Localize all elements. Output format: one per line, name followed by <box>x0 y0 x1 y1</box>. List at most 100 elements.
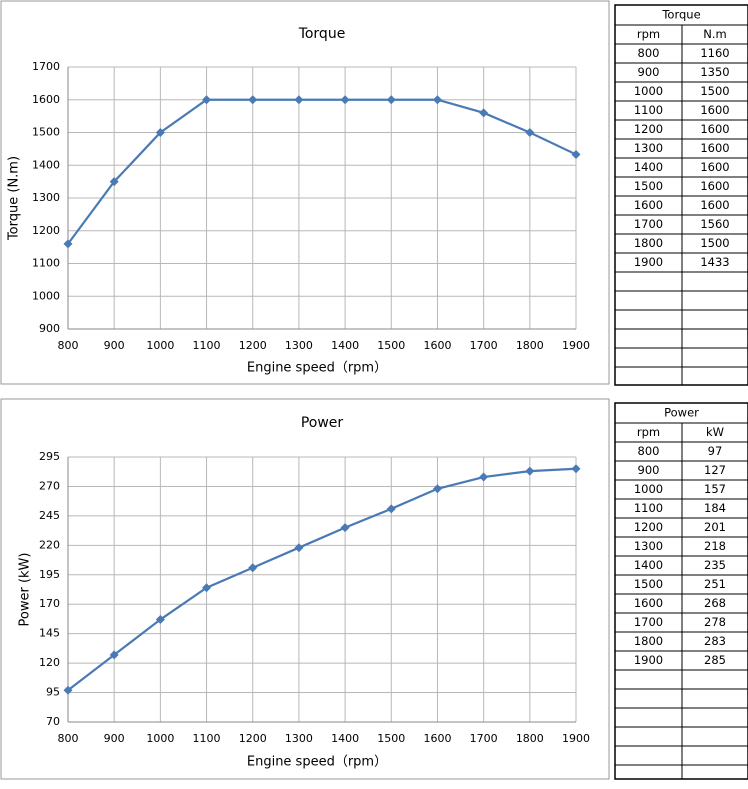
data-line <box>67 467 577 692</box>
table-cell: 235 <box>704 558 726 572</box>
y-tick-label: 1300 <box>32 191 60 204</box>
data-marker <box>571 464 581 474</box>
data-marker <box>525 466 535 476</box>
y-tick-label: 220 <box>39 538 60 551</box>
table-cell: 184 <box>704 501 726 515</box>
y-axis-label: Torque (N.m) <box>7 156 22 241</box>
y-tick-label: 1400 <box>32 158 60 171</box>
table-cell: 1100 <box>634 501 663 515</box>
table-cell: 900 <box>638 65 660 79</box>
x-tick-label: 1600 <box>423 339 451 352</box>
data-marker <box>386 504 396 514</box>
y-tick-label: 1200 <box>32 224 60 237</box>
table-cell: 1000 <box>634 482 663 496</box>
table-cell: 1500 <box>634 179 663 193</box>
table-cell: 1200 <box>634 520 663 534</box>
y-axis-label: Power (kW) <box>18 553 33 627</box>
table-cell: 157 <box>704 482 726 496</box>
x-tick-label: 1300 <box>285 339 313 352</box>
table-cell: 201 <box>704 520 726 534</box>
data-marker <box>432 95 442 105</box>
data-marker <box>432 484 442 494</box>
data-marker <box>109 177 119 187</box>
x-tick-label: 800 <box>58 339 79 352</box>
x-tick-label: 1400 <box>331 339 359 352</box>
table-cell: 127 <box>704 463 726 477</box>
table-header: rpm <box>637 425 660 439</box>
table-cell: 278 <box>704 615 726 629</box>
table-cell: 800 <box>638 46 660 60</box>
table-cell: 1900 <box>634 653 663 667</box>
y-tick-label: 95 <box>46 686 60 699</box>
x-tick-label: 1700 <box>470 339 498 352</box>
table-cell: 1800 <box>634 634 663 648</box>
table-title: Torque <box>661 8 700 22</box>
x-tick-label: 1700 <box>470 732 498 745</box>
table-cell: 1600 <box>634 198 663 212</box>
table-cell: 1600 <box>700 103 729 117</box>
table-cell: 1100 <box>634 103 663 117</box>
x-tick-label: 1500 <box>377 732 405 745</box>
data-marker <box>340 523 350 533</box>
table-cell: 1400 <box>634 160 663 174</box>
chart-frame <box>0 398 610 780</box>
table-cell: 1160 <box>700 46 729 60</box>
x-tick-label: 1100 <box>193 732 221 745</box>
y-tick-label: 270 <box>39 479 60 492</box>
data-marker <box>479 108 489 118</box>
y-tick-label: 245 <box>39 509 60 522</box>
table-cell: 1400 <box>634 558 663 572</box>
data-marker <box>294 543 304 553</box>
table-cell: 218 <box>704 539 726 553</box>
table-cell: 1560 <box>700 217 729 231</box>
data-line <box>67 98 577 245</box>
table-cell: 1000 <box>634 84 663 98</box>
table-cell: 1433 <box>700 255 729 269</box>
y-tick-label: 120 <box>39 656 60 669</box>
x-tick-label: 1800 <box>516 732 544 745</box>
table-cell: 1800 <box>634 236 663 250</box>
data-marker <box>202 95 212 105</box>
table-cell: 1600 <box>700 179 729 193</box>
data-marker <box>386 95 396 105</box>
x-tick-label: 1600 <box>423 732 451 745</box>
table-cell: 1600 <box>700 122 729 136</box>
x-tick-label: 1900 <box>562 732 590 745</box>
y-tick-label: 295 <box>39 450 60 463</box>
table-header: kW <box>706 425 724 439</box>
table-cell: 285 <box>704 653 726 667</box>
x-tick-label: 800 <box>58 732 79 745</box>
y-tick-label: 1000 <box>32 289 60 302</box>
y-tick-label: 145 <box>39 627 60 640</box>
data-marker <box>248 563 258 573</box>
x-tick-label: 1200 <box>239 339 267 352</box>
table-cell: 1500 <box>700 236 729 250</box>
data-marker <box>479 472 489 482</box>
table-cell: 1700 <box>634 615 663 629</box>
x-tick-label: 1800 <box>516 339 544 352</box>
y-tick-label: 170 <box>39 597 60 610</box>
table-cell: 97 <box>708 444 723 458</box>
x-tick-label: 1200 <box>239 732 267 745</box>
data-marker <box>155 615 165 625</box>
data-marker <box>63 685 73 695</box>
table-cell: 1200 <box>634 122 663 136</box>
data-marker <box>155 128 165 137</box>
y-tick-label: 195 <box>39 568 60 581</box>
chart-frame <box>0 0 610 385</box>
table-header: N.m <box>703 27 726 41</box>
y-tick-label: 70 <box>46 715 60 728</box>
x-tick-label: 1300 <box>285 732 313 745</box>
y-tick-label: 1100 <box>32 257 60 270</box>
table-cell: 1300 <box>634 141 663 155</box>
table-cell: 1600 <box>700 198 729 212</box>
table-cell: 268 <box>704 596 726 610</box>
x-tick-label: 1100 <box>193 339 221 352</box>
x-tick-label: 900 <box>104 339 125 352</box>
table-cell: 251 <box>704 577 726 591</box>
data-marker <box>248 95 258 105</box>
table-cell: 1300 <box>634 539 663 553</box>
table-cell: 1500 <box>634 577 663 591</box>
table-header: rpm <box>637 27 660 41</box>
